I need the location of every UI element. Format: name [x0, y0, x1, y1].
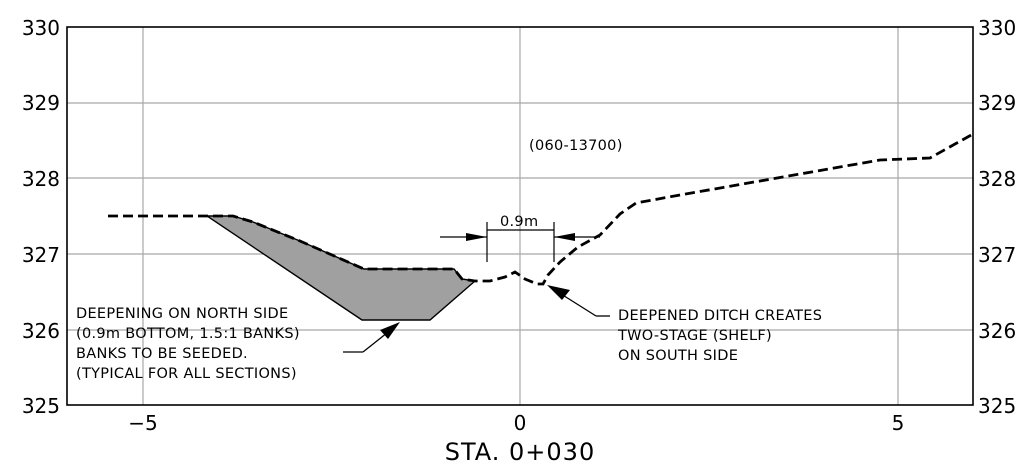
- dimension-0-9m: [440, 222, 600, 262]
- section-id-label: (060-13700): [529, 138, 623, 154]
- y-tick-left-326: 326: [22, 319, 60, 343]
- y-tick-right-326: 326: [978, 319, 1016, 343]
- y-tick-left-328: 328: [22, 167, 60, 191]
- station-label: STA. 0+030: [445, 438, 595, 466]
- y-tick-right-330: 330: [978, 16, 1016, 40]
- y-tick-left-327: 327: [22, 243, 60, 267]
- south-note-line-3: ON SOUTH SIDE: [618, 348, 738, 364]
- y-tick-right-327: 327: [978, 243, 1016, 267]
- y-tick-right-328: 328: [978, 167, 1016, 191]
- north-note-line-4: (TYPICAL FOR ALL SECTIONS): [76, 366, 297, 382]
- y-tick-right-329: 329: [978, 91, 1016, 115]
- dimension-label: 0.9m: [500, 214, 538, 230]
- north-side-note: DEEPENING ON NORTH SIDE (0.9m BOTTOM, 1.…: [76, 306, 300, 382]
- x-tick-5: 5: [892, 411, 905, 435]
- south-note-line-1: DEEPENED DITCH CREATES: [618, 308, 822, 324]
- south-note-leader: [547, 285, 610, 317]
- y-tick-right-325: 325: [978, 394, 1016, 418]
- south-note-line-2: TWO-STAGE (SHELF): [617, 328, 772, 344]
- south-side-note: DEEPENED DITCH CREATES TWO-STAGE (SHELF)…: [617, 308, 822, 364]
- north-note-line-3: BANKS TO BE SEEDED.: [76, 346, 248, 362]
- x-tick-0: 0: [514, 411, 527, 435]
- north-note-line-2: (0.9m BOTTOM, 1.5:1 BANKS): [76, 326, 300, 342]
- y-tick-left-325: 325: [22, 394, 60, 418]
- north-note-leader: [343, 322, 400, 353]
- y-tick-left-330: 330: [22, 16, 60, 40]
- y-tick-left-329: 329: [22, 91, 60, 115]
- ground-profile-line: [108, 132, 974, 286]
- north-note-line-1: DEEPENING ON NORTH SIDE: [76, 306, 288, 322]
- x-tick-neg5: −5: [128, 411, 157, 435]
- plot-frame: [66, 26, 974, 406]
